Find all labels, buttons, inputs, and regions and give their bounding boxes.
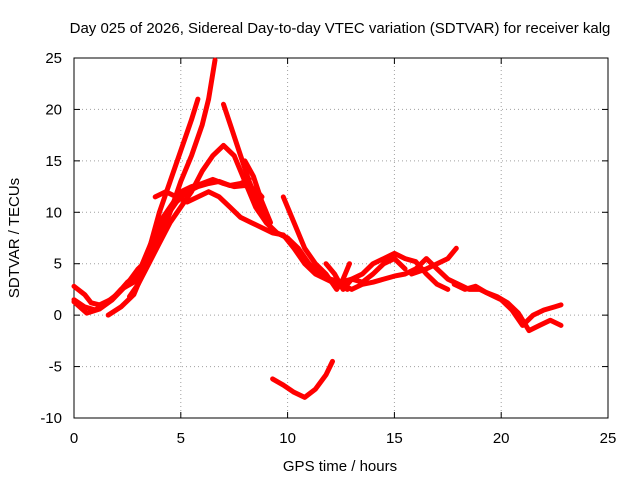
y-tick-label: 20 [45, 101, 62, 118]
x-axis-label: GPS time / hours [283, 458, 397, 475]
x-tick-label: 0 [70, 430, 78, 447]
series-line-sat-m [270, 358, 335, 400]
series-line-sat-l [451, 281, 564, 334]
series-line-sat-g [221, 101, 408, 285]
x-tick-label: 5 [177, 430, 185, 447]
series-line-sat-h [242, 158, 273, 226]
y-tick-label: 15 [45, 153, 62, 170]
x-tick-label: 10 [279, 430, 296, 447]
x-tick-label: 20 [493, 430, 510, 447]
y-tick-label: 0 [54, 307, 62, 324]
y-tick-label: 25 [45, 50, 62, 67]
plot-frame [73, 57, 609, 419]
series-line-sat-i [280, 194, 352, 292]
series-line-sat-k [409, 245, 459, 277]
y-tick-label: 5 [54, 256, 62, 273]
y-axis-label: SDTVAR / TECUs [6, 178, 23, 298]
y-tick-label: 10 [45, 204, 62, 221]
series-line-sat-f [152, 189, 350, 292]
chart-title: Day 025 of 2026, Sidereal Day-to-day VTE… [70, 20, 611, 37]
series-line-sat-j [323, 250, 451, 292]
y-tick-label: -5 [49, 359, 62, 376]
series-line-sat-d [105, 96, 201, 318]
x-tick-label: 25 [600, 430, 617, 447]
y-tick-label: -10 [40, 410, 62, 427]
data-series [71, 57, 564, 400]
x-tick-label: 15 [386, 430, 403, 447]
axis-ticks: 0 5 10 15 20 25 -10 -5 0 5 10 15 20 25 [40, 50, 616, 447]
